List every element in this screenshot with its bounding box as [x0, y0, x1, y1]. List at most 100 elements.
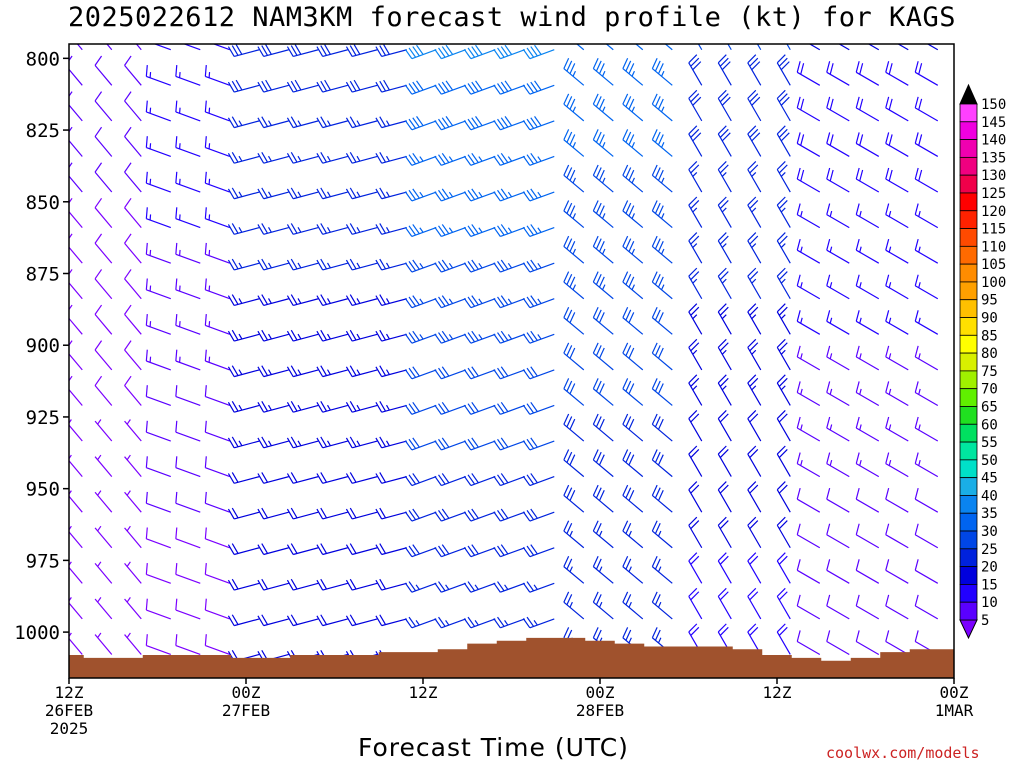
wind-barb	[756, 44, 762, 51]
wind-barb	[124, 91, 142, 122]
wind-barb	[316, 614, 348, 627]
colorbar-label: 105	[981, 257, 1006, 273]
wind-barb	[914, 203, 939, 229]
wind-barb	[227, 116, 260, 129]
wind-barb	[855, 381, 880, 406]
wind-barb	[885, 61, 909, 86]
y-tick-label: 950	[26, 479, 60, 501]
wind-barb	[257, 223, 289, 235]
wind-barb	[69, 126, 83, 157]
wind-barb	[747, 196, 762, 228]
wind-barb	[622, 449, 644, 478]
colorbar-label: 30	[981, 524, 998, 540]
wind-barb	[885, 488, 909, 513]
wind-barb	[316, 116, 348, 129]
wind-barb	[688, 160, 703, 193]
wind-barb	[826, 416, 850, 442]
wind-barb	[664, 44, 673, 51]
colorbar-swatch	[959, 121, 978, 140]
wind-barb	[434, 295, 466, 309]
wind-barb	[855, 630, 880, 655]
wind-barb	[592, 271, 614, 300]
wind-barb	[463, 508, 496, 522]
wind-barb	[145, 385, 171, 407]
wind-barb	[227, 507, 260, 520]
wind-barb	[855, 96, 880, 122]
colorbar-swatch	[959, 299, 978, 318]
wind-barb	[592, 449, 614, 478]
colorbar-swatch	[959, 423, 978, 443]
wind-barb	[316, 258, 348, 271]
wind-barb	[885, 523, 909, 549]
wind-barb	[135, 44, 142, 51]
wind-barb	[651, 271, 673, 300]
wind-barb	[776, 587, 791, 620]
wind-barb	[204, 563, 230, 584]
wind-barb	[826, 381, 850, 406]
wind-barb	[286, 472, 319, 484]
x-tick-label: 27FEB	[222, 701, 270, 720]
wind-barb	[622, 413, 644, 442]
wind-barb	[316, 223, 348, 235]
wind-barb	[747, 267, 762, 300]
wind-barb	[145, 314, 171, 335]
wind-barb	[257, 401, 289, 413]
wind-barb	[826, 238, 850, 264]
wind-barb	[747, 587, 762, 620]
wind-barb	[257, 187, 289, 200]
wind-barb	[204, 207, 230, 229]
wind-barb	[493, 80, 525, 95]
wind-barb	[796, 61, 821, 86]
wind-barb	[651, 591, 673, 620]
wind-barb	[257, 614, 289, 627]
wind-barb	[826, 594, 850, 620]
wind-barb	[286, 614, 319, 627]
wind-barb	[286, 223, 319, 235]
colorbar-label: 125	[981, 186, 1006, 202]
wind-barb	[563, 57, 585, 86]
wind-barb	[796, 594, 821, 620]
wind-barb	[257, 258, 289, 271]
wind-barb	[124, 561, 142, 584]
wind-barb	[94, 162, 113, 193]
wind-barb	[227, 294, 260, 307]
wind-barb	[885, 630, 909, 655]
wind-barb	[463, 44, 496, 60]
wind-barb	[688, 552, 703, 584]
wind-barb	[622, 378, 644, 406]
wind-barb	[493, 616, 525, 629]
wind-barb	[316, 44, 348, 58]
wind-barb	[635, 44, 644, 51]
wind-barb	[776, 267, 791, 300]
wind-barb	[316, 187, 348, 200]
plot-frame	[68, 43, 955, 679]
wind-barb	[776, 232, 791, 264]
wind-barb	[316, 578, 348, 591]
wind-barb	[434, 508, 466, 522]
wind-barb	[826, 345, 850, 371]
wind-barb	[375, 116, 407, 129]
wind-barb	[855, 167, 880, 193]
wind-barb	[316, 365, 348, 378]
wind-barb	[747, 516, 762, 549]
wind-barb	[776, 481, 791, 513]
wind-barb	[826, 523, 850, 549]
credit-link[interactable]: coolwx.com/models	[826, 744, 980, 762]
wind-barb	[717, 125, 732, 157]
wind-barb	[227, 614, 260, 627]
wind-barb	[286, 436, 319, 449]
wind-barb	[522, 616, 555, 629]
x-tick-label: 26FEB	[45, 701, 93, 720]
wind-barb	[257, 472, 289, 484]
wind-barb	[885, 594, 909, 620]
wind-barb	[563, 413, 585, 442]
wind-barb	[145, 171, 171, 193]
wind-barb	[375, 223, 407, 235]
wind-barb	[124, 126, 142, 157]
wind-barb	[885, 167, 909, 193]
wind-barb	[493, 259, 525, 273]
wind-barb	[227, 79, 260, 93]
wind-barb	[563, 556, 585, 584]
wind-barb	[94, 490, 113, 513]
colorbar-swatch	[959, 263, 978, 283]
